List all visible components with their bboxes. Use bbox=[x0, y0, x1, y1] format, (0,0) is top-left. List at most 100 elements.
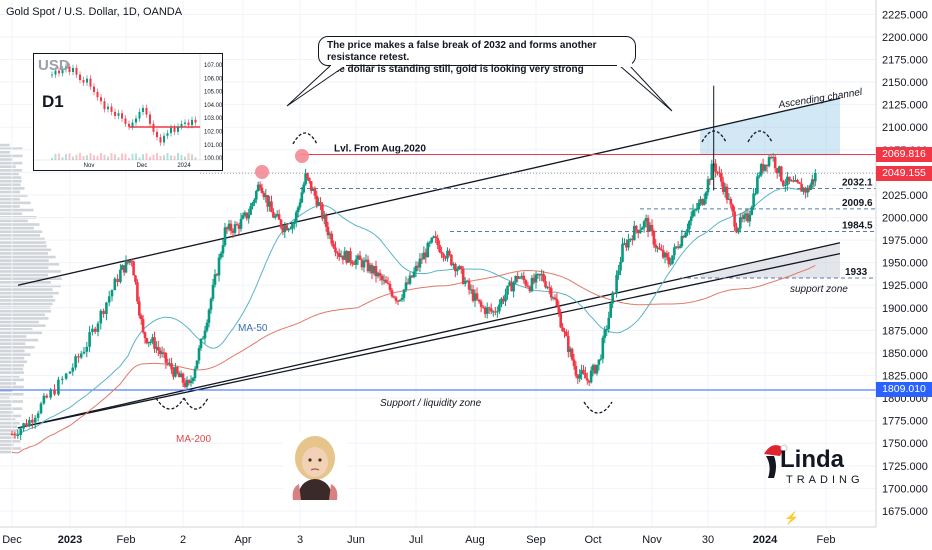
candle-body bbox=[648, 224, 652, 232]
volume-profile-bar bbox=[0, 331, 43, 335]
support-zone-label: support zone bbox=[790, 284, 848, 295]
candle-body bbox=[57, 379, 60, 395]
candle-body bbox=[633, 225, 636, 241]
y-tick-label: 1900.000 bbox=[882, 303, 928, 315]
candle-body bbox=[330, 233, 334, 244]
candle-body bbox=[255, 191, 258, 200]
inset-volume-bar bbox=[61, 157, 64, 160]
volume-profile-bar bbox=[0, 165, 16, 169]
x-tick-label: Jul bbox=[409, 534, 423, 546]
candle-body bbox=[179, 373, 183, 378]
candle-body bbox=[665, 252, 669, 258]
volume-profile-bar bbox=[0, 291, 59, 295]
candle-body bbox=[293, 222, 296, 224]
inset-y-tick: 105.00 bbox=[204, 90, 222, 96]
candle-body bbox=[266, 195, 269, 207]
candle-body bbox=[96, 323, 100, 332]
candle-body bbox=[617, 270, 620, 276]
candle-body bbox=[298, 202, 302, 208]
candle-body bbox=[349, 251, 352, 262]
candle-body bbox=[53, 390, 56, 395]
candle-body bbox=[680, 236, 684, 247]
candle-body bbox=[382, 279, 386, 281]
candle-body bbox=[786, 176, 789, 185]
inset-volume-bar bbox=[75, 154, 78, 160]
candle-body bbox=[586, 378, 589, 381]
candle-body bbox=[790, 180, 793, 182]
x-tick-label: Aug bbox=[465, 534, 485, 546]
candle-body bbox=[656, 247, 659, 249]
level-label: Lvl. From Aug.2020 bbox=[334, 143, 426, 154]
volume-profile-bar bbox=[0, 324, 46, 327]
candle-body bbox=[461, 268, 465, 284]
candle-body bbox=[88, 331, 91, 347]
candle-body bbox=[510, 282, 513, 292]
candle-body bbox=[761, 164, 765, 171]
candle-body bbox=[702, 199, 706, 205]
candle-body bbox=[595, 364, 599, 374]
candle-body bbox=[258, 184, 262, 188]
candle-body bbox=[689, 216, 693, 222]
inset-candle-body bbox=[152, 123, 155, 132]
support-zone-fill bbox=[700, 242, 840, 278]
candle-body bbox=[708, 179, 712, 181]
candle-body bbox=[322, 215, 326, 219]
volume-profile-bar bbox=[0, 411, 14, 414]
candle-body bbox=[487, 307, 491, 309]
candle-body bbox=[124, 260, 128, 273]
inset-y-tick: 100.00 bbox=[204, 156, 222, 162]
volume-profile-bar bbox=[0, 197, 20, 201]
candle-body bbox=[640, 227, 644, 230]
inset-candle-body bbox=[68, 66, 71, 72]
candle-body bbox=[444, 257, 447, 259]
candle-body bbox=[174, 367, 177, 377]
candle-body bbox=[767, 157, 771, 167]
volume-profile-bar bbox=[0, 374, 20, 378]
candle-body bbox=[221, 245, 225, 254]
candle-body bbox=[607, 317, 611, 329]
candle-body bbox=[157, 346, 160, 351]
candle-body bbox=[759, 164, 763, 176]
candle-body bbox=[589, 370, 593, 383]
candle-body bbox=[49, 390, 52, 398]
candle-body bbox=[352, 263, 356, 265]
candle-body bbox=[489, 308, 493, 312]
inset-candle-body bbox=[61, 69, 64, 74]
volume-profile-bar bbox=[0, 161, 23, 165]
candle-body bbox=[613, 292, 616, 294]
inset-volume-bar bbox=[166, 153, 169, 160]
candle-body bbox=[398, 299, 402, 301]
candle-body bbox=[718, 172, 721, 174]
candle-body bbox=[432, 236, 435, 238]
candle-body bbox=[686, 228, 689, 233]
candle-body bbox=[530, 277, 534, 292]
inset-volume-bar bbox=[131, 153, 134, 160]
inset-volume-bar bbox=[93, 155, 95, 160]
candle-body bbox=[324, 215, 328, 227]
candle-body bbox=[36, 413, 40, 418]
candle-body bbox=[33, 417, 37, 423]
candle-body bbox=[520, 275, 524, 278]
candle-body bbox=[302, 184, 306, 193]
candle-body bbox=[619, 261, 622, 271]
inset-volume-bar bbox=[121, 153, 123, 160]
candle-body bbox=[283, 225, 287, 233]
callout-line-1: The price makes a false break of 2032 an… bbox=[327, 40, 597, 63]
candle-body bbox=[372, 265, 376, 274]
inset-volume-bar bbox=[103, 154, 106, 160]
candle-body bbox=[60, 378, 64, 380]
volume-profile-bar bbox=[0, 179, 22, 183]
candle-body bbox=[16, 435, 20, 437]
inset-volume-bar bbox=[159, 155, 162, 160]
inset-x-tick: Nov bbox=[84, 163, 95, 169]
candle-body bbox=[469, 289, 473, 291]
candle-body bbox=[796, 179, 799, 183]
candle-body bbox=[10, 434, 14, 436]
candle-body bbox=[119, 269, 122, 283]
candle-body bbox=[454, 263, 457, 272]
candle-body bbox=[684, 232, 687, 238]
candle-body bbox=[542, 273, 545, 282]
candle-body bbox=[691, 210, 695, 217]
inset-y-tick: 102.00 bbox=[204, 130, 222, 136]
volume-profile-bar bbox=[0, 429, 18, 432]
